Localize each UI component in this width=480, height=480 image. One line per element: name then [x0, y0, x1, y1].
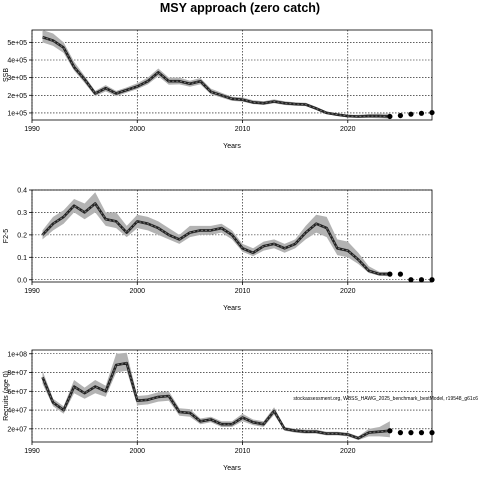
- recruits-estimate-dash: [42, 362, 390, 439]
- ssb-projection-point: [429, 109, 435, 116]
- recruits-y-tick-label: 8e+07: [7, 370, 27, 377]
- recruits-y-tick-label: 4e+07: [7, 408, 27, 415]
- recruits-y-tick-label: 1e+08: [7, 351, 27, 358]
- f-x-axis-label: Years: [223, 305, 241, 312]
- recruits-projection-point: [397, 430, 404, 436]
- f-x-tick-label: 2000: [129, 288, 145, 295]
- recruitment-panel: 1990 2000 2010 2020 2e+07 4e+07 6e+07 8e+07 1e+0…: [3, 349, 435, 472]
- f-y-tick-label: 0.0: [17, 277, 27, 284]
- ssb-projection-point: [397, 112, 404, 119]
- ssb-y-axis-label: SSB: [3, 68, 10, 82]
- recruits-x-tick-label: 2000: [129, 448, 145, 455]
- ssb-y-tick-label: 5e+05: [7, 40, 27, 47]
- recruits-projection-point: [418, 430, 425, 436]
- f-y-tick-label: 0.4: [17, 188, 27, 195]
- f-estimate-dash: [42, 202, 390, 275]
- annotation-text: stockassessment.org, WBSS_HAWG_2025_benc…: [293, 396, 478, 402]
- ssb-y-tick-label: 2e+05: [7, 93, 27, 100]
- f-projection-point: [418, 277, 425, 283]
- recruits-y-tick-label: 2e+07: [7, 426, 27, 433]
- ssb-x-tick-label: 1990: [24, 126, 40, 133]
- ssb-confidence-band: [42, 30, 390, 119]
- recruits-x-tick-label: 2020: [340, 448, 356, 455]
- ssb-x-tick-label: 2020: [340, 126, 356, 133]
- ssb-x-axis-label: Years: [223, 143, 241, 150]
- recruits-projection-point: [429, 430, 435, 436]
- f-y-tick-label: 0.1: [17, 255, 27, 262]
- figure-title: MSY approach (zero catch): [160, 1, 320, 15]
- recruits-x-tick-label: 1990: [24, 448, 40, 455]
- recruits-projection-point: [408, 430, 414, 436]
- ssb-estimate-line: [42, 35, 390, 118]
- recruits-x-axis-label: Years: [223, 465, 241, 472]
- recruits-y-axis-label: Recruits (age 0): [3, 371, 10, 421]
- recruits-terminal-point: [387, 428, 393, 434]
- ssb-projection-point: [418, 110, 425, 116]
- f-projection-point: [429, 277, 435, 283]
- fishing-mortality-panel: 1990 2000 2010 2020 0.0 0.1 0.2 0.3 0.4 Years F2-5: [3, 188, 435, 312]
- f-y-tick-label: 0.2: [17, 232, 27, 239]
- f-estimate-line: [41, 202, 390, 276]
- ssb-x-tick-label: 2010: [235, 126, 251, 133]
- f-x-tick-label: 2020: [340, 288, 356, 295]
- f-x-tick-label: 2010: [235, 288, 251, 295]
- ssb-projection-point: [408, 111, 414, 117]
- f-projection-point: [397, 271, 404, 277]
- f-projection-point: [408, 277, 414, 283]
- ssb-plot-frame: [31, 29, 433, 121]
- ssb-y-tick-label: 4e+05: [7, 58, 27, 65]
- ssb-y-tick-label: 1e+05: [7, 110, 27, 117]
- recruits-x-tick-label: 2010: [235, 448, 251, 455]
- f-terminal-point: [387, 271, 393, 277]
- recruits-y-tick-label: 6e+07: [7, 389, 27, 396]
- ssb-terminal-point: [387, 113, 393, 120]
- ssb-estimate-dash: [42, 36, 390, 118]
- f-x-tick-label: 1990: [24, 288, 40, 295]
- ssb-x-tick-label: 2000: [129, 126, 145, 133]
- ssb-y-tick-label: 3e+05: [7, 75, 27, 82]
- f-y-axis-label: F2-5: [3, 229, 10, 244]
- f-confidence-band: [42, 192, 390, 277]
- f-y-tick-label: 0.3: [17, 210, 27, 217]
- ssb-panel: 1990 2000 2010 2020 1e+05 2e+05 3e+05 4e+05 5e+0…: [3, 29, 435, 150]
